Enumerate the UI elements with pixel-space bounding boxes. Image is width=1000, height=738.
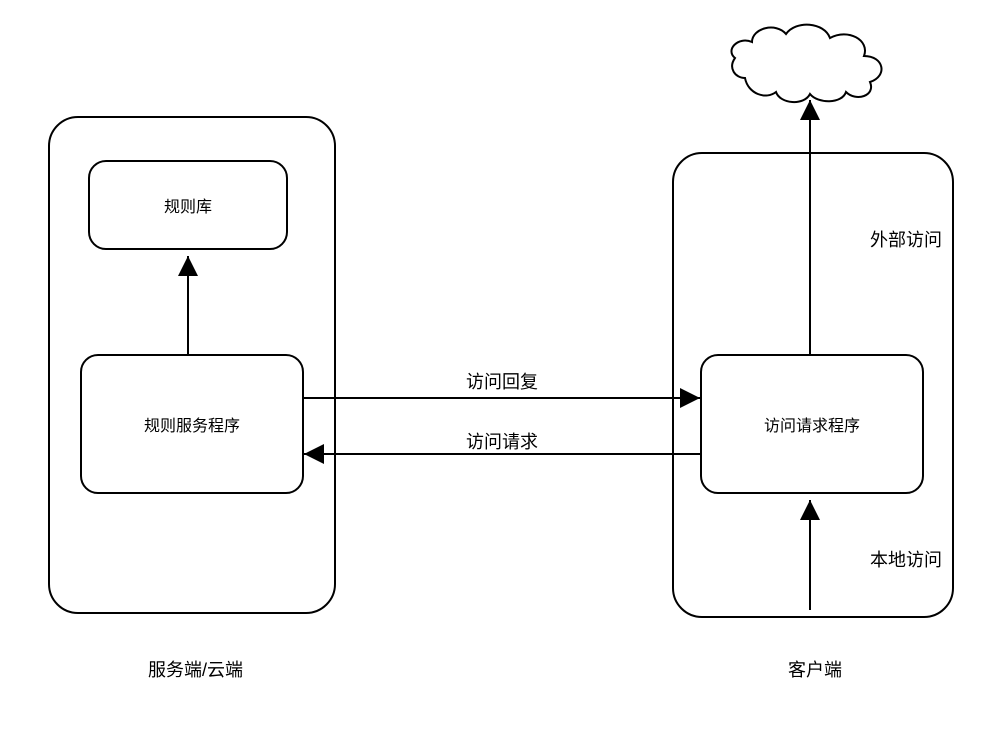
- access-request-box: 访问请求程序: [700, 354, 924, 494]
- rule-service-label: 规则服务程序: [144, 412, 240, 436]
- cloud-icon: [731, 25, 881, 102]
- rule-service-box: 规则服务程序: [80, 354, 304, 494]
- rule-repo-label: 规则库: [164, 193, 212, 217]
- external-access-label: 外部访问: [870, 226, 942, 252]
- rule-repo-box: 规则库: [88, 160, 288, 250]
- server-caption: 服务端/云端: [148, 656, 243, 682]
- reply-label: 访问回复: [466, 368, 538, 394]
- client-caption: 客户端: [788, 656, 842, 682]
- access-request-label: 访问请求程序: [764, 412, 860, 436]
- local-access-label: 本地访问: [870, 546, 942, 572]
- request-label: 访问请求: [466, 428, 538, 454]
